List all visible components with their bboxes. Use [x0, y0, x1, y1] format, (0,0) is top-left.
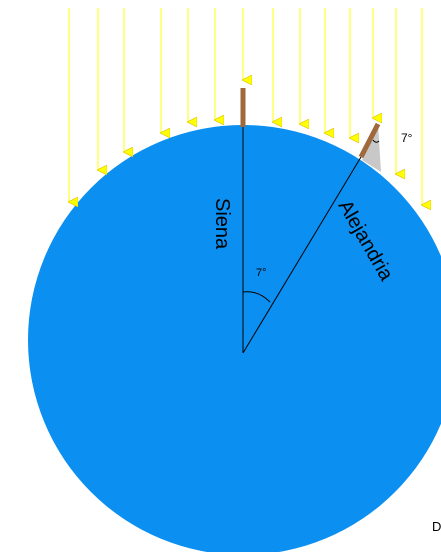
gnomon-shadow	[362, 124, 381, 172]
alejandria-radius-line	[242, 156, 362, 354]
center-angle-label: 7°	[256, 267, 267, 279]
earth-circle	[28, 125, 441, 552]
center-angle-arc	[242, 291, 271, 303]
shadow-angle-arc	[372, 139, 380, 143]
alejandria-gnomon	[358, 122, 381, 159]
siena-label: Siena	[211, 198, 233, 250]
shadow-angle-label: 7°	[401, 131, 413, 145]
corner-text: D	[432, 519, 441, 534]
sun-rays	[69, 8, 422, 205]
